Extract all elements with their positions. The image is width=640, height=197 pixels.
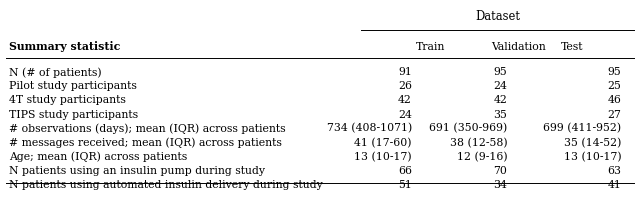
Text: N patients using an insulin pump during study: N patients using an insulin pump during … (9, 166, 265, 176)
Text: 699 (411-952): 699 (411-952) (543, 123, 621, 134)
Text: 734 (408-1071): 734 (408-1071) (327, 123, 412, 134)
Text: 41 (17-60): 41 (17-60) (355, 138, 412, 148)
Text: 91: 91 (398, 67, 412, 77)
Text: 27: 27 (607, 110, 621, 120)
Text: 35 (14-52): 35 (14-52) (564, 138, 621, 148)
Text: 42: 42 (493, 96, 507, 105)
Text: Summary statistic: Summary statistic (9, 41, 120, 52)
Text: Pilot study participants: Pilot study participants (9, 81, 137, 91)
Text: 63: 63 (607, 166, 621, 176)
Text: 26: 26 (398, 81, 412, 91)
Text: Dataset: Dataset (475, 10, 520, 23)
Text: 13 (10-17): 13 (10-17) (355, 151, 412, 162)
Text: 13 (10-17): 13 (10-17) (564, 151, 621, 162)
Text: 95: 95 (607, 67, 621, 77)
Text: N (# of patients): N (# of patients) (9, 67, 102, 78)
Text: 12 (9-16): 12 (9-16) (456, 151, 507, 162)
Text: 42: 42 (398, 96, 412, 105)
Text: 25: 25 (607, 81, 621, 91)
Text: # observations (days); mean (IQR) across patients: # observations (days); mean (IQR) across… (9, 123, 285, 134)
Text: 46: 46 (607, 96, 621, 105)
Text: 51: 51 (398, 180, 412, 190)
Text: 95: 95 (493, 67, 507, 77)
Text: 70: 70 (493, 166, 507, 176)
Text: 66: 66 (398, 166, 412, 176)
Text: 24: 24 (398, 110, 412, 120)
Text: 4T study participants: 4T study participants (9, 96, 126, 105)
Text: 41: 41 (607, 180, 621, 190)
Text: 24: 24 (493, 81, 507, 91)
Text: 35: 35 (493, 110, 507, 120)
Text: Test: Test (561, 42, 584, 52)
Text: 38 (12-58): 38 (12-58) (449, 138, 507, 148)
Text: Age; mean (IQR) across patients: Age; mean (IQR) across patients (9, 151, 188, 162)
Text: Validation: Validation (491, 42, 546, 52)
Text: 34: 34 (493, 180, 507, 190)
Text: 691 (350-969): 691 (350-969) (429, 123, 507, 134)
Text: Train: Train (417, 42, 445, 52)
Text: N patients using automated insulin delivery during study: N patients using automated insulin deliv… (9, 180, 323, 190)
Text: # messages received; mean (IQR) across patients: # messages received; mean (IQR) across p… (9, 137, 282, 148)
Text: TIPS study participants: TIPS study participants (9, 110, 138, 120)
